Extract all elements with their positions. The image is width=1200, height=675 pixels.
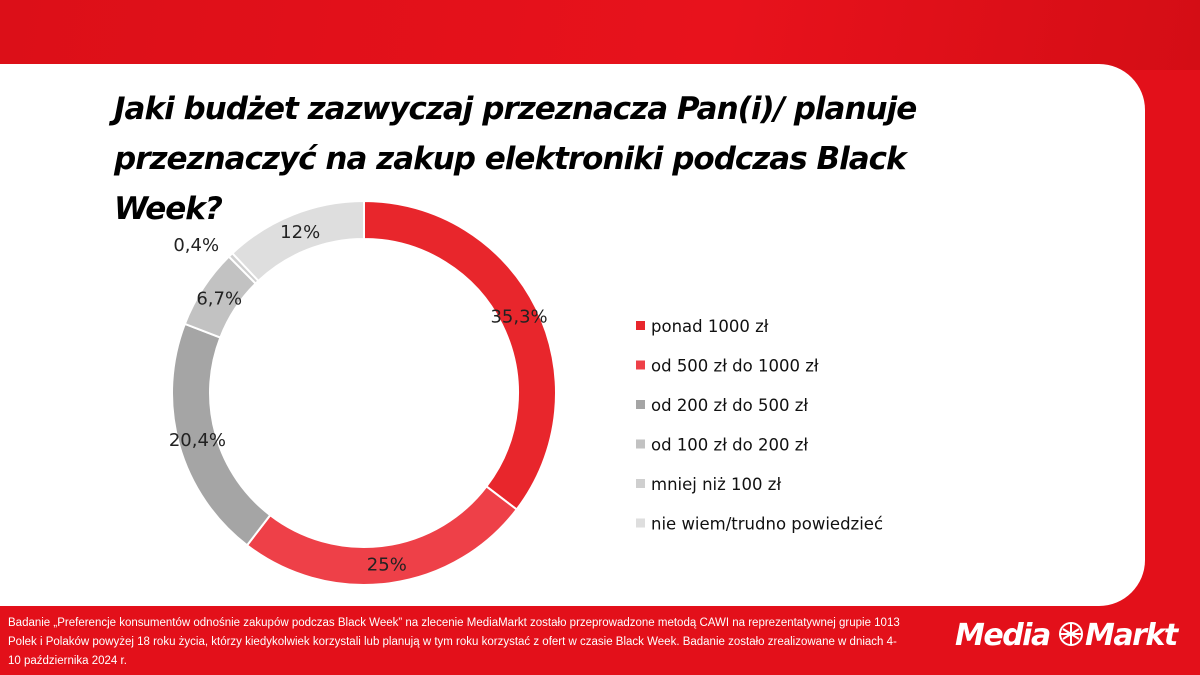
slice-value-label: 6,7% (196, 288, 242, 309)
donut-slice-ponad-1000-z (363, 199, 557, 511)
legend-item-od-200-z-do-500-z: od 200 zł do 500 zł (636, 396, 808, 415)
survey-methodology-note: Badanie „Preferencje konsumentów odnośni… (8, 617, 900, 667)
svg-text:Markt: Markt (1085, 618, 1180, 653)
legend-label: mniej niż 100 zł (651, 475, 781, 494)
donut-slice-nie-wiem-trudno-powiedziec (230, 199, 365, 283)
legend-label: ponad 1000 zł (651, 317, 769, 336)
legend-swatch (636, 518, 645, 528)
mediamarkt-logo: Media Markt (955, 618, 1181, 653)
legend-item-od-100-z-do-200-z: od 100 zł do 200 zł (636, 436, 808, 455)
slice-value-label: 35,3% (490, 306, 547, 327)
svg-text:Media: Media (955, 618, 1050, 653)
slice-value-label: 0,4% (173, 235, 219, 256)
slice-value-label: 12% (280, 222, 320, 243)
legend-swatch (636, 400, 645, 409)
legend-swatch (636, 321, 645, 330)
legend-item-od-500-z-do-1000-z: od 500 zł do 1000 zł (636, 357, 819, 376)
slice-value-labels: 35,3% 25% 20,4% 6,7% 0,4% 12% (169, 222, 548, 575)
header-red-band (0, 0, 1200, 70)
legend-item-nie-wiem-trudno-powiedziec: nie wiem/trudno powiedzieć (636, 515, 883, 534)
legend-label: od 200 zł do 500 zł (651, 396, 808, 415)
legend-swatch (636, 439, 645, 449)
slice-value-label: 25% (367, 554, 407, 575)
chart-title: Jaki budżet zazwyczaj przeznacza Pan(i)/… (114, 91, 917, 227)
donut-slices (171, 199, 557, 586)
legend-label: nie wiem/trudno powiedzieć (651, 515, 883, 534)
slice-value-label: 20,4% (169, 430, 226, 451)
legend-item-mniej-niz-100-z: mniej niż 100 zł (636, 475, 781, 494)
legend-swatch (636, 360, 645, 370)
legend-label: od 100 zł do 200 zł (651, 436, 808, 455)
legend-item-ponad-1000-z: ponad 1000 zł (636, 317, 769, 336)
chart-legend: ponad 1000 zł od 500 zł do 1000 zł od 200 … (636, 317, 883, 534)
legend-swatch (636, 479, 645, 488)
legend-label: od 500 zł do 1000 zł (651, 357, 819, 376)
